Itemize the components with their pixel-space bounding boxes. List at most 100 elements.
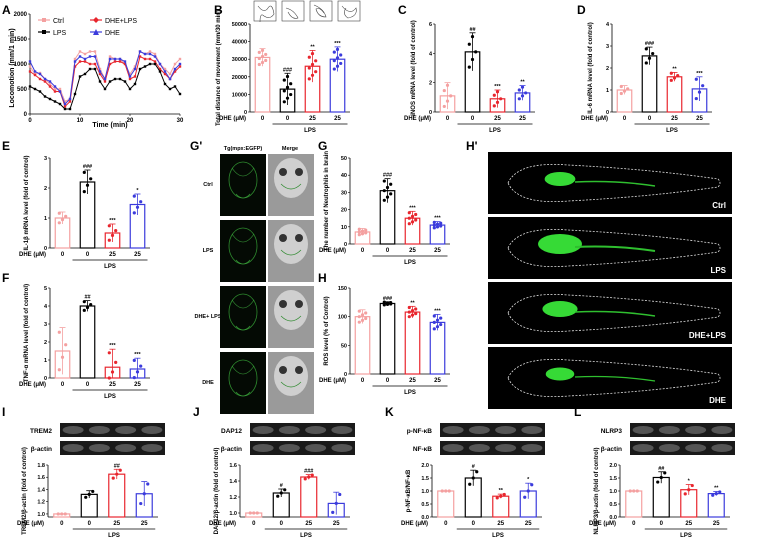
band-label-target: TREM2 [30,428,52,435]
d-ylabel: IL-6 mRNA level (fold of control) [588,22,594,113]
data-point [495,100,500,104]
data-point [435,318,440,322]
a-xtick-label: 10 [77,118,84,124]
significance-mark: *** [134,352,141,358]
data-point [432,320,436,324]
data-point [718,490,722,494]
a-series-line [29,50,181,105]
panel-letter-gp: G' [190,139,202,153]
l-ylabel: NLRP3/β-actin (fold of control) [594,448,600,535]
a-point [58,90,62,93]
a-ytick-label: 1000 [14,62,28,68]
fish-image [488,152,732,214]
a-point [128,75,132,78]
a-point [98,70,102,73]
data-point [697,90,702,94]
xtick-label: 25 [525,521,532,527]
data-point [407,315,411,319]
blot-band [521,444,543,452]
xtick-label: 25 [334,116,341,122]
data-point [470,35,475,39]
data-point [338,492,342,497]
xtick-label: 0 [261,116,265,122]
fluorescence-trail [574,375,656,382]
xtick-label: 25 [109,252,116,258]
data-point [445,99,450,103]
a-point [33,87,37,91]
data-point [289,92,293,97]
ytick-label: 0.5 [609,502,617,508]
ytick-label: 0.0 [609,515,617,521]
ytick-label: 2.0 [421,463,429,469]
a-point [53,100,57,103]
a-point [63,102,67,106]
dhe-concentration-label: DHE (μM) [219,116,246,122]
data-point [57,211,61,215]
data-point [651,51,655,56]
fluorescence-trail [574,180,656,187]
data-point [676,74,680,78]
data-point [314,59,318,63]
a-xtick-label: 20 [127,118,134,124]
data-point [332,50,336,54]
a-point [173,70,177,73]
panel-letter-h: H [318,271,327,285]
ytick-label: 100 [338,315,347,321]
a-point [68,97,72,101]
ytick-label: 4 [429,51,433,57]
ytick-label: 4 [44,304,48,310]
dhe-concentration-label: DHE (μM) [404,116,431,122]
fluorescence-image [220,154,266,216]
ytick-label: 3 [606,44,609,50]
xtick-label: 0 [623,116,627,122]
xtick-label: 25 [309,116,316,122]
a-point [43,95,47,98]
blot-strip [60,441,165,455]
data-point [435,225,440,229]
xtick-label: 0 [361,248,365,254]
a-point [33,73,37,77]
ytick-label: 0 [429,110,432,116]
fish-image [488,282,732,344]
band-label-control: NF-κB [413,446,432,453]
a-point [68,107,72,111]
ytick-label: 1.0 [421,489,429,495]
blot-band [62,426,84,434]
a-point [168,77,172,81]
significance-mark: *** [494,84,501,90]
data-point [407,305,411,310]
data-point [524,91,528,95]
data-point [414,307,418,311]
ytick-label: 1.4 [229,479,238,485]
data-point [447,489,451,493]
blot-band [88,426,110,434]
bar-chart-l: NLRP3 β-actin 0.0 0.5 1.0 1.5 2.0 NLRP3/β-actin… [589,423,735,539]
a-legend-dhelps: DHE+LPS [105,18,137,25]
a-point [33,70,37,73]
blot-band [685,426,707,434]
data-point [701,84,705,88]
fish-outline [507,164,721,202]
head-outline [274,290,308,330]
ytick-label: 0.5 [421,502,429,508]
a-point [118,77,122,81]
fish-image [488,217,732,279]
ytick-label: 1 [44,216,47,222]
data-point [339,61,343,66]
a-ytick-label: 2000 [14,12,28,18]
data-point [410,214,415,218]
data-point [357,227,361,231]
data-point [714,492,718,496]
bar-chart-g: 0 10 20 30 40 50 The number of Neutrophils in … [319,151,450,266]
data-point [82,190,86,194]
xtick-label: 0 [471,116,475,122]
a-point [118,57,122,61]
lps-label: LPS [492,533,504,539]
data-point [382,189,386,193]
data-point [257,56,261,61]
eye-right [295,300,303,308]
significance-mark: ** [714,486,719,492]
a-point [158,62,162,66]
bar [652,476,670,518]
a-xlabel: Time (min) [92,122,127,129]
